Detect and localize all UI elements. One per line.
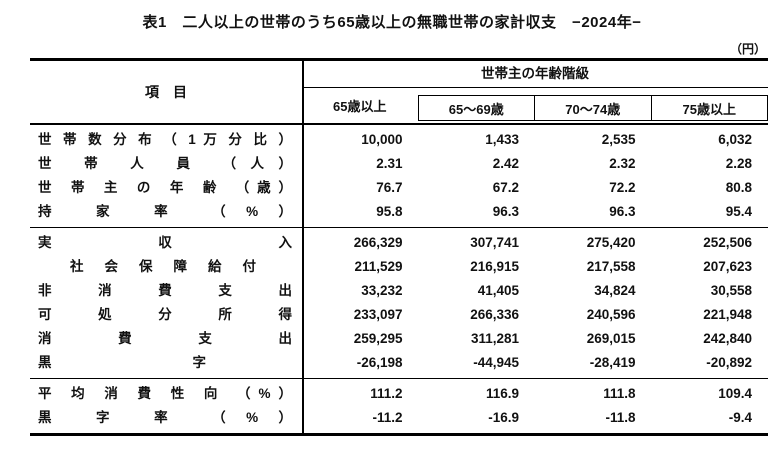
header-col-70-74: 70～74歳 — [535, 95, 652, 121]
table-row: 世 帯 人 員 （人） 2.31 2.42 2.32 2.28 — [30, 152, 768, 176]
cell-value: 211,529 — [354, 259, 403, 274]
cell-value: 10,000 — [361, 132, 403, 147]
cell-value: 233,097 — [353, 307, 403, 322]
row-group: 平 均 消 費 性 向 （%） 111.2 116.9 111.8 109.4 黒 字 率… — [30, 379, 768, 433]
header-col-65-69: 65～69歳 — [417, 95, 535, 121]
unit-note: （円） — [729, 42, 766, 56]
cell-value: -9.4 — [728, 410, 752, 425]
cell-value: 33,232 — [361, 283, 403, 298]
cell-value: 2.31 — [376, 156, 403, 171]
cell-value: 109.4 — [718, 386, 752, 401]
cell-value: 41,405 — [477, 283, 519, 298]
cell-value: 311,281 — [470, 331, 519, 346]
cell-value: -28,419 — [589, 355, 636, 370]
header-col-65-over: 65歳以上 — [333, 99, 387, 114]
cell-value: 2.28 — [725, 156, 752, 171]
cell-value: 30,558 — [710, 283, 752, 298]
row-label: 持 家 率 （%） — [38, 204, 292, 219]
cell-value: 34,824 — [594, 283, 636, 298]
table-row: 世 帯 主 の 年 齢 （歳） 76.7 67.2 72.2 80.8 — [30, 176, 768, 200]
cell-value: 252,506 — [703, 235, 752, 250]
cell-value: 275,420 — [586, 235, 636, 250]
cell-value: -11.8 — [605, 410, 636, 425]
table-row: 消 費 支 出 259,295 311,281 269,015 242,840 — [30, 327, 768, 351]
cell-value: 1,433 — [485, 132, 519, 147]
cell-value: 307,741 — [470, 235, 519, 250]
cell-value: -44,945 — [473, 355, 519, 370]
cell-value: 2.42 — [492, 156, 519, 171]
row-label: 可 処 分 所 得 — [38, 307, 292, 322]
row-label: 世 帯 人 員 （人） — [38, 156, 292, 171]
table-row: 持 家 率 （%） 95.8 96.3 96.3 95.4 — [30, 200, 768, 224]
cell-value: 76.7 — [376, 180, 403, 195]
cell-value: -20,892 — [706, 355, 752, 370]
cell-value: 2,535 — [601, 132, 636, 147]
statistics-table: 項 目 世帯主の年齢階級 65歳以上 65～69歳 70～74歳 75歳以上 世… — [30, 58, 768, 436]
table-row: 可 処 分 所 得 233,097 266,336 240,596 221,948 — [30, 303, 768, 327]
row-group: 世 帯 数 分 布 （ 1 万 分 比 ） 10,000 1,433 2,535 6,0… — [30, 125, 768, 228]
table-body: 世 帯 数 分 布 （ 1 万 分 比 ） 10,000 1,433 2,535 6,0… — [30, 125, 768, 433]
cell-value: -11.2 — [372, 410, 403, 425]
table-row: 平 均 消 費 性 向 （%） 111.2 116.9 111.8 109.4 — [30, 382, 768, 406]
cell-value: 111.8 — [603, 386, 636, 401]
header-age-columns: 65歳以上 65～69歳 70～74歳 75歳以上 — [302, 88, 768, 123]
header-age-class: 世帯主の年齢階級 — [302, 61, 768, 88]
cell-value: 259,295 — [353, 331, 403, 346]
cell-value: 95.4 — [725, 204, 752, 219]
row-label: 消 費 支 出 — [38, 331, 292, 346]
cell-value: 96.3 — [609, 204, 636, 219]
row-label: 平 均 消 費 性 向 （%） — [38, 386, 292, 401]
table-row: 黒 字 -26,198 -44,945 -28,419 -20,892 — [30, 351, 768, 375]
cell-value: 207,623 — [703, 259, 752, 274]
cell-value: 266,329 — [353, 235, 403, 250]
row-label: 非 消 費 支 出 — [38, 283, 292, 298]
table-row: 黒 字 率 （%） -11.2 -16.9 -11.8 -9.4 — [30, 406, 768, 430]
cell-value: 72.2 — [609, 180, 636, 195]
cell-value: 216,915 — [470, 259, 519, 274]
header-age-group: 世帯主の年齢階級 65歳以上 65～69歳 70～74歳 75歳以上 — [302, 61, 768, 123]
header-item: 項 目 — [145, 84, 187, 100]
row-label: 世 帯 主 の 年 齢 （歳） — [38, 180, 292, 195]
cell-value: 266,336 — [470, 307, 519, 322]
row-label: 実 収 入 — [38, 235, 292, 250]
cell-value: 96.3 — [492, 204, 519, 219]
table-row: 社 会 保 障 給 付 211,529 216,915 217,558 207,623 — [30, 255, 768, 279]
cell-value: 2.32 — [609, 156, 636, 171]
cell-value: 240,596 — [586, 307, 636, 322]
cell-value: 6,032 — [718, 132, 752, 147]
row-label: 黒 字 率 （%） — [38, 410, 292, 425]
cell-value: 116.9 — [485, 386, 519, 401]
column-divider — [302, 61, 304, 433]
cell-value: 242,840 — [703, 331, 752, 346]
table-header: 項 目 世帯主の年齢階級 65歳以上 65～69歳 70～74歳 75歳以上 — [30, 61, 768, 125]
cell-value: 95.8 — [376, 204, 403, 219]
cell-value: 269,015 — [586, 331, 636, 346]
cell-value: 221,948 — [703, 307, 752, 322]
row-label: 世 帯 数 分 布 （ 1 万 分 比 ） — [38, 132, 292, 147]
table-row: 非 消 費 支 出 33,232 41,405 34,824 30,558 — [30, 279, 768, 303]
header-col-75-over: 75歳以上 — [651, 95, 768, 121]
cell-value: 217,558 — [586, 259, 636, 274]
cell-value: 80.8 — [725, 180, 752, 195]
table-title: 表1 二人以上の世帯のうち65歳以上の無職世帯の家計収支 −2024年− — [142, 14, 642, 31]
row-label: 社 会 保 障 給 付 — [70, 259, 256, 274]
cell-value: 111.2 — [370, 386, 403, 401]
cell-value: 67.2 — [492, 180, 519, 195]
row-group: 実 収 入 266,329 307,741 275,420 252,506 社 会 保 障… — [30, 228, 768, 379]
table-row: 世 帯 数 分 布 （ 1 万 分 比 ） 10,000 1,433 2,535 6,0… — [30, 128, 768, 152]
cell-value: -26,198 — [356, 355, 403, 370]
row-label: 黒 字 — [38, 355, 206, 370]
table-row: 実 収 入 266,329 307,741 275,420 252,506 — [30, 231, 768, 255]
cell-value: -16.9 — [488, 410, 519, 425]
